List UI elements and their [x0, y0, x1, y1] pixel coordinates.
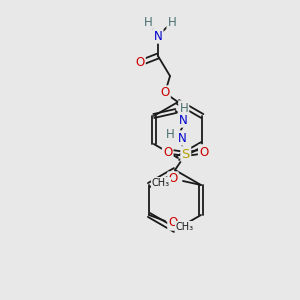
Text: H: H [179, 101, 188, 115]
Text: CH₃: CH₃ [152, 178, 170, 188]
Text: H: H [165, 128, 174, 140]
Text: N: N [177, 131, 186, 145]
Text: O: O [199, 146, 208, 158]
Text: H: H [168, 16, 176, 28]
Text: N: N [178, 113, 187, 127]
Text: O: O [135, 56, 145, 70]
Text: S: S [182, 148, 190, 160]
Text: O: O [168, 217, 178, 230]
Text: O: O [168, 172, 178, 185]
Text: O: O [160, 86, 169, 100]
Text: H: H [144, 16, 152, 28]
Text: N: N [154, 29, 162, 43]
Text: CH₃: CH₃ [176, 222, 194, 232]
Text: O: O [163, 146, 172, 158]
